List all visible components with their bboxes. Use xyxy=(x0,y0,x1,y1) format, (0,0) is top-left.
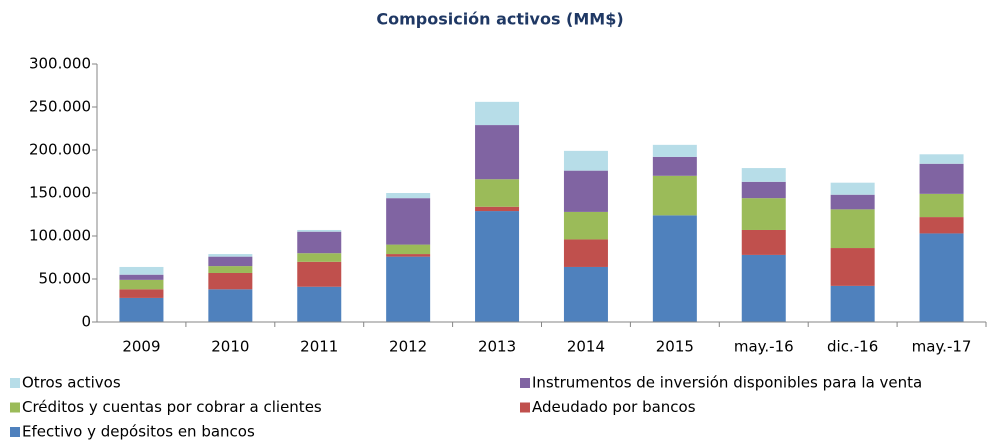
bar-segment xyxy=(919,217,964,234)
x-tick-label: may.-16 xyxy=(734,338,794,356)
bar-segment xyxy=(475,125,520,180)
legend-label: Adeudado por bancos xyxy=(532,398,696,416)
bar-segment xyxy=(386,244,431,255)
bar-segment xyxy=(386,254,431,257)
bar-segment xyxy=(297,261,342,287)
bar-segment xyxy=(297,286,342,322)
bar-segment xyxy=(830,209,875,249)
bar-segment xyxy=(919,233,964,322)
y-tick-label: 150.000 xyxy=(29,184,91,202)
bar-segment xyxy=(741,168,786,182)
bar-segment xyxy=(830,285,875,322)
bar-segment xyxy=(297,229,342,232)
bar-segment xyxy=(475,179,520,207)
y-tick-label: 50.000 xyxy=(39,270,92,288)
bar-segment xyxy=(919,193,964,218)
bar-segment xyxy=(208,289,253,322)
bar-segment xyxy=(208,256,253,267)
bar-segment xyxy=(741,254,786,322)
x-tick-label: 2011 xyxy=(300,338,338,356)
x-tick-label: 2009 xyxy=(122,338,160,356)
x-tick-label: 2015 xyxy=(656,338,694,356)
x-tick-label: 2013 xyxy=(478,338,516,356)
bar-segment xyxy=(563,266,608,322)
bar-segment xyxy=(208,266,253,273)
y-tick-label: 250.000 xyxy=(29,98,91,116)
legend-label: Instrumentos de inversión disponibles pa… xyxy=(532,374,922,392)
bar-segment xyxy=(208,272,253,290)
x-tick-label: 2010 xyxy=(211,338,249,356)
bar-segment xyxy=(652,175,697,216)
bar-segment xyxy=(386,198,431,245)
bar-segment xyxy=(475,101,520,126)
y-tick-label: 200.000 xyxy=(29,141,91,159)
bar-segment xyxy=(297,231,342,254)
bar-segment xyxy=(830,248,875,286)
bar-segment xyxy=(386,256,431,322)
bar-segment xyxy=(741,229,786,255)
bar-segment xyxy=(475,206,520,212)
bar-segment xyxy=(919,154,964,164)
bar-segment xyxy=(563,150,608,171)
legend-label: Efectivo y depósitos en bancos xyxy=(22,423,255,441)
bar-segment xyxy=(741,181,786,199)
x-tick-label: 2014 xyxy=(567,338,605,356)
legend-swatch xyxy=(10,378,20,388)
legend-swatch xyxy=(10,427,20,437)
bar-segment xyxy=(119,274,164,280)
bar-segment xyxy=(208,254,253,257)
legend-label: Créditos y cuentas por cobrar a clientes xyxy=(22,398,322,416)
bar-segment xyxy=(830,194,875,210)
bar-segment xyxy=(475,211,520,322)
x-tick-label: 2012 xyxy=(389,338,427,356)
bar-segment xyxy=(386,193,431,199)
bar-segment xyxy=(741,198,786,230)
legend-swatch xyxy=(10,402,20,413)
bar-segment xyxy=(652,215,697,322)
bar-segment xyxy=(563,211,608,240)
bar-segment xyxy=(119,297,164,322)
legend-swatch xyxy=(520,378,530,388)
y-tick-label: 100.000 xyxy=(29,227,91,245)
bar-segment xyxy=(919,163,964,194)
chart-title: Composición activos (MM$) xyxy=(376,10,623,29)
bar-segment xyxy=(563,170,608,212)
bar-segment xyxy=(119,289,164,298)
legend-label: Otros activos xyxy=(22,374,121,392)
bar-segment xyxy=(563,239,608,267)
x-tick-label: dic.-16 xyxy=(827,338,878,356)
y-tick-label: 300.000 xyxy=(29,55,91,73)
bar-segment xyxy=(830,182,875,195)
bar-segment xyxy=(652,144,697,157)
bar-segment xyxy=(119,279,164,290)
bar-segment xyxy=(297,253,342,262)
bar-segment xyxy=(652,156,697,176)
bar-segment xyxy=(119,266,164,275)
y-tick-label: 0 xyxy=(81,313,91,331)
x-tick-label: may.-17 xyxy=(912,338,972,356)
legend-swatch xyxy=(520,402,530,413)
